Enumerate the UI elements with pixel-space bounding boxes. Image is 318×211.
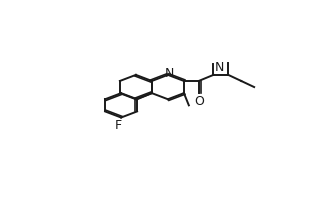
- Text: F: F: [115, 119, 122, 132]
- Text: O: O: [194, 95, 204, 108]
- Text: N: N: [164, 67, 174, 80]
- Text: N: N: [215, 61, 224, 74]
